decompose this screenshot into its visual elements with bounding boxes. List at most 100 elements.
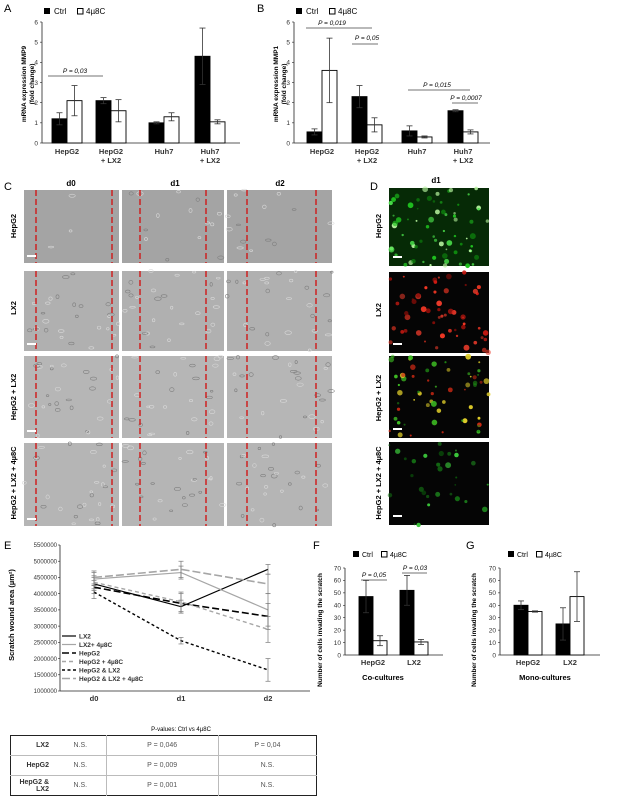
cell-signal — [465, 382, 471, 388]
cell-signal — [397, 432, 403, 438]
cell-signal — [477, 369, 481, 373]
x-tick-label: HepG2 — [361, 658, 385, 667]
cell-signal — [483, 378, 490, 385]
legend-4u8c-swatch — [77, 8, 84, 15]
cell-shape — [88, 346, 95, 350]
cell-shape — [167, 338, 171, 342]
cell-shape — [68, 193, 76, 198]
cell-shape — [239, 374, 245, 378]
cell-shape — [67, 441, 72, 446]
cell-shape — [33, 363, 41, 368]
cell-shape — [149, 345, 156, 349]
pvalue-table-title: P-values: Ctrl vs 4µ8C — [151, 727, 211, 733]
x-tick-label: d1 — [177, 694, 186, 703]
cell-shape — [226, 357, 234, 360]
cell-shape — [210, 297, 215, 300]
cell-signal — [483, 337, 488, 342]
series-line — [93, 568, 269, 585]
cell-shape — [264, 485, 269, 489]
cell-shape — [73, 515, 78, 519]
panel-letter-c: C — [4, 181, 12, 193]
cell-shape — [178, 457, 182, 460]
cell-shape — [243, 322, 248, 327]
cell-signal — [481, 347, 487, 353]
cell-signal — [454, 328, 457, 332]
cell-signal — [439, 333, 445, 339]
row-label: HepG2 — [10, 755, 55, 776]
cell-shape — [174, 273, 180, 277]
cell-signal — [403, 328, 408, 333]
cell-signal — [411, 458, 417, 464]
x-tick-label: LX2 — [407, 658, 421, 667]
cell-shape — [94, 521, 101, 526]
cell-signal — [428, 216, 435, 223]
cell-shape — [210, 322, 216, 327]
cell-signal — [437, 466, 443, 472]
panel-letter-e: E — [4, 540, 11, 552]
cell-signal — [482, 330, 489, 336]
cell-shape — [110, 504, 116, 509]
cell-signal — [485, 219, 490, 223]
y-tick-label: 0 — [337, 652, 341, 659]
cell-shape — [308, 414, 316, 419]
legend-ctrl-label: Ctrl — [362, 552, 373, 559]
cell-shape — [205, 328, 212, 334]
cell-signal — [444, 361, 447, 364]
row-label: HepG2 & LX2 — [10, 775, 55, 796]
cell-shape — [124, 417, 130, 421]
cell-shape — [212, 305, 220, 309]
cell-signal — [434, 385, 437, 388]
cell-signal — [470, 244, 474, 248]
cell-signal — [477, 429, 480, 433]
significance-a: P = 0,03 — [48, 68, 103, 77]
cell-shape — [70, 272, 76, 276]
cell-signal — [447, 308, 454, 315]
micrograph-image — [122, 443, 224, 526]
cell-shape — [325, 362, 331, 367]
cell-signal — [404, 314, 411, 321]
bar-ctrl — [148, 122, 165, 144]
row-label-hepg2-lx2-4u8c: HepG2 + LX2 + 4µ8C — [9, 446, 18, 520]
cell-signal — [465, 263, 470, 269]
cell-shape — [86, 430, 91, 435]
bar-ctrl — [513, 604, 529, 656]
cell-shape — [57, 329, 65, 333]
bar-4u8c — [209, 121, 226, 144]
cell-shape — [48, 296, 53, 301]
row-label-lx2-d: LX2 — [374, 303, 383, 317]
cell-shape — [82, 369, 90, 374]
cell-shape — [85, 430, 89, 433]
bar-ctrl — [95, 100, 112, 144]
legend-ctrl-label: Ctrl — [517, 552, 528, 559]
cell-shape — [82, 502, 87, 507]
table-row: HepG2 & LX2 N.S. P = 0,001 N.S. — [10, 775, 317, 796]
y-tick-label: 50 — [489, 590, 497, 597]
cell-shape — [265, 238, 272, 242]
cell-signal — [442, 229, 446, 233]
scale-bar — [27, 518, 36, 520]
cell-shape — [33, 326, 40, 332]
cell-signal — [459, 242, 463, 246]
cell-shape — [45, 494, 50, 500]
y-tick-label: 3 — [34, 80, 38, 87]
y-tick-label: 70 — [489, 565, 497, 572]
y-tick-label: 5 — [286, 39, 290, 46]
cell-signal — [417, 390, 420, 394]
cell-shape — [96, 325, 102, 330]
cell-shape — [271, 442, 276, 446]
cell-signal — [486, 392, 491, 397]
cell-shape — [298, 505, 303, 511]
cell-signal — [438, 450, 444, 457]
cell-shape — [303, 415, 307, 419]
cell-signal — [460, 314, 466, 320]
cell-signal — [435, 191, 440, 196]
cell-signal — [432, 200, 436, 203]
cell-shape — [107, 315, 111, 318]
cell-signal — [423, 453, 428, 458]
cell-shape — [162, 405, 168, 409]
cell-d0: N.S. — [73, 742, 88, 749]
cell-shape — [327, 319, 332, 323]
cell-shape — [242, 281, 247, 285]
cell-shape — [250, 508, 255, 512]
